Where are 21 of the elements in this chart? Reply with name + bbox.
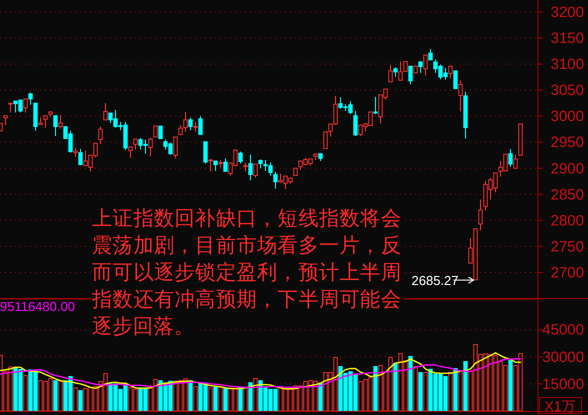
note: 震荡加剧，目前市场看多一片，反 — [92, 233, 407, 257]
tick-label: 45000 — [542, 322, 584, 339]
tick-label: 3000 — [550, 108, 584, 126]
tick-label: 2750 — [550, 238, 584, 256]
note: 2685.27 — [412, 273, 458, 288]
tick-label: 30000 — [542, 348, 584, 366]
note: 而可以逐步锁定盈利，预计上半周 — [92, 260, 407, 284]
note: 95116480.00 — [0, 299, 75, 314]
tick-label: 3050 — [550, 82, 584, 100]
tick-label: 3150 — [550, 30, 584, 48]
tick-label: 3200 — [550, 4, 584, 21]
note: 逐步回落。 — [92, 314, 197, 338]
tick-label: 2800 — [550, 212, 584, 230]
tick-label: 3100 — [550, 56, 584, 74]
tick-label: 2950 — [550, 134, 584, 152]
tick-label: 2700 — [550, 264, 584, 282]
note: 指数还有冲高预期，下半周可能会 — [92, 287, 407, 311]
tick-label: 2900 — [550, 160, 584, 178]
tick-label: 15000 — [542, 376, 584, 393]
note: 上证指数回补缺口，短线指数将会 — [92, 206, 407, 230]
tick-label: 2850 — [550, 186, 584, 204]
